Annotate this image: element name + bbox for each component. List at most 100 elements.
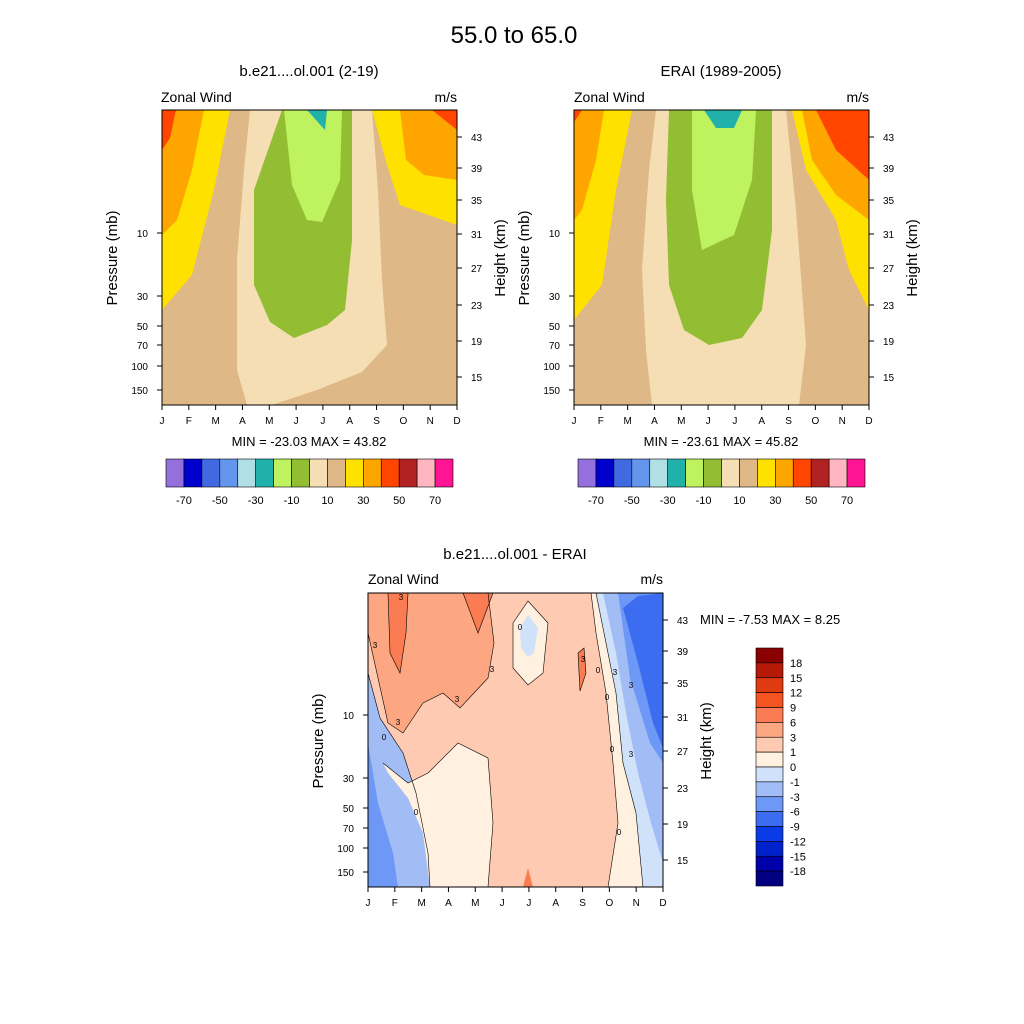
panel-title: b.e21....ol.001 (2-19) [239, 63, 378, 80]
colorbar-swatch [183, 458, 203, 488]
height-tick: 31 [883, 230, 895, 241]
height-tick: 27 [471, 264, 483, 275]
colorbar-label: -70 [588, 495, 604, 507]
pressure-tick: 30 [549, 292, 561, 303]
y2-axis-label: Height (km) [698, 702, 715, 780]
colorbar-swatch [380, 458, 400, 488]
month-tick-label: S [785, 416, 792, 427]
height-tick: 15 [471, 373, 483, 384]
month-tick-label: J [706, 416, 711, 427]
colorbar-swatch [416, 458, 436, 488]
colorbar-swatch [667, 458, 686, 488]
month-tick-label: J [526, 898, 531, 909]
y-axis-label: Pressure (mb) [516, 210, 533, 305]
colorbar-label: -18 [790, 866, 806, 878]
panel-difference: b.e21....ol.001 - ERAI Zonal Wind m/s [310, 546, 840, 909]
colorbar-swatch [775, 458, 794, 488]
colorbar-swatch [755, 766, 784, 783]
colorbar-swatch [649, 458, 668, 488]
month-tick-label: A [445, 898, 452, 909]
month-tick-label: D [453, 416, 460, 427]
colorbar-swatch [792, 458, 812, 488]
colorbar-swatch [291, 458, 310, 488]
month-tick-label: F [392, 898, 398, 909]
month-tick-label: F [186, 416, 192, 427]
month-tick-label: D [865, 416, 872, 427]
colorbar-swatch [345, 458, 364, 488]
panel-title: b.e21....ol.001 - ERAI [443, 546, 586, 563]
contour-label: 3 [490, 665, 495, 674]
contour-label: 3 [613, 668, 618, 677]
colorbar-label: 0 [790, 762, 796, 774]
height-tick: 39 [677, 647, 689, 658]
left-label: Zonal Wind [368, 571, 439, 587]
colorbar-swatch [255, 458, 274, 488]
colorbar-swatch [703, 458, 722, 488]
month-tick-label: M [677, 416, 685, 427]
pressure-tick: 10 [137, 229, 149, 240]
month-tick-label: A [758, 416, 765, 427]
pressure-tick: 100 [543, 362, 560, 373]
month-tick-label: M [417, 898, 425, 909]
month-tick-label: M [471, 898, 479, 909]
colorbar-swatch [237, 458, 256, 488]
colorbar-label: -50 [212, 495, 228, 507]
colorbar-swatch [755, 662, 784, 679]
colorbar-swatch [434, 458, 454, 488]
contour-label: 0 [414, 808, 419, 817]
month-tick-label: J [320, 416, 325, 427]
right-label: m/s [640, 571, 663, 587]
right-label: m/s [846, 89, 869, 105]
colorbar-label: -3 [790, 792, 800, 804]
height-tick: 35 [471, 196, 483, 207]
colorbar-swatch [219, 458, 239, 488]
main-title: 55.0 to 65.0 [451, 22, 578, 49]
colorbar-swatch [755, 707, 784, 723]
y2-axis-label: Height (km) [492, 219, 509, 297]
colorbar-swatch [595, 458, 615, 488]
height-tick: 23 [883, 301, 895, 312]
contour-label: 0 [518, 623, 523, 632]
colorbar-swatch [309, 458, 328, 488]
colorbar-label: 30 [769, 495, 781, 507]
contour-field [368, 593, 663, 887]
height-tick: 31 [471, 230, 483, 241]
colorbar-label: 50 [393, 495, 405, 507]
colorbar-label: 70 [841, 495, 853, 507]
month-tick-label: J [732, 416, 737, 427]
month-tick-label: N [839, 416, 846, 427]
month-tick-label: A [346, 416, 353, 427]
contour-label: 0 [605, 693, 610, 702]
y-axis-label: Pressure (mb) [310, 693, 327, 788]
colorbar-swatch [363, 458, 382, 488]
contour-label: 3 [396, 718, 401, 727]
pressure-tick: 50 [343, 804, 355, 815]
colorbar-swatch [327, 458, 346, 488]
month-tick-label: A [239, 416, 246, 427]
month-tick-label: O [605, 898, 613, 909]
colorbar-swatch [273, 458, 292, 488]
colorbar-swatch [685, 458, 704, 488]
pressure-tick: 150 [543, 386, 560, 397]
month-tick-label: M [211, 416, 219, 427]
pressure-tick: 10 [549, 229, 561, 240]
colorbar-swatch [755, 826, 784, 842]
height-tick: 39 [883, 164, 895, 175]
colorbar-swatch [755, 855, 784, 872]
colorbar-label: -10 [284, 495, 300, 507]
height-tick: 23 [471, 301, 483, 312]
contour-label: 0 [382, 733, 387, 742]
pressure-tick: 150 [131, 386, 148, 397]
colorbar-label: 15 [790, 673, 802, 685]
colorbar-label: 1 [790, 747, 796, 759]
left-label: Zonal Wind [161, 89, 232, 105]
month-tick-label: J [500, 898, 505, 909]
contour-label: 3 [629, 681, 634, 690]
height-tick: 19 [677, 820, 689, 831]
pressure-tick: 30 [137, 292, 149, 303]
colorbar-swatch [755, 722, 784, 738]
colorbar-label: -50 [624, 495, 640, 507]
right-label: m/s [434, 89, 457, 105]
colorbar-label: 9 [790, 703, 796, 715]
